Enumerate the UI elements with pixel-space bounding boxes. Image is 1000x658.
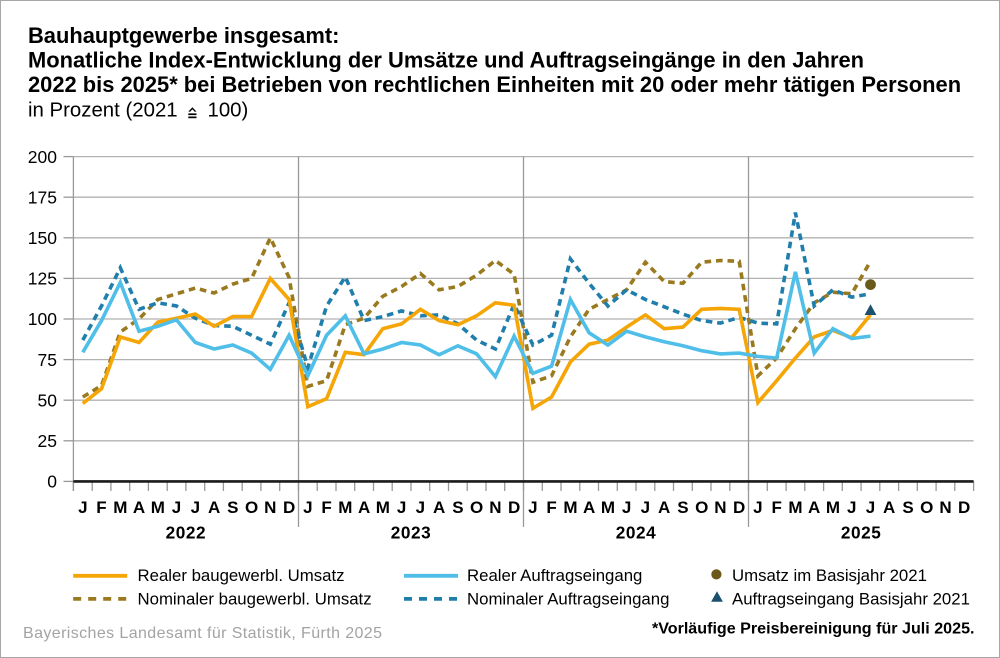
svg-text:2025: 2025	[841, 523, 881, 543]
svg-text:2022 bis 2025* bei Betrieben v: 2022 bis 2025* bei Betrieben von rechtli…	[28, 72, 961, 97]
svg-text:S: S	[902, 498, 913, 517]
svg-text:D: D	[958, 498, 970, 517]
svg-text:2022: 2022	[166, 523, 206, 543]
svg-text:O: O	[245, 498, 258, 517]
svg-text:O: O	[695, 498, 708, 517]
svg-text:S: S	[677, 498, 688, 517]
svg-text:A: A	[883, 498, 895, 517]
svg-text:N: N	[714, 498, 726, 517]
svg-text:M: M	[151, 498, 165, 517]
svg-text:0: 0	[47, 472, 57, 492]
svg-text:Bauhauptgewerbe insgesamt:: Bauhauptgewerbe insgesamt:	[28, 23, 339, 48]
svg-text:2024: 2024	[616, 523, 656, 543]
svg-text:50: 50	[38, 390, 58, 410]
svg-text:S: S	[452, 498, 463, 517]
svg-text:D: D	[508, 498, 520, 517]
svg-text:J: J	[172, 498, 181, 517]
svg-text:J: J	[847, 498, 856, 517]
svg-text:75: 75	[38, 350, 57, 370]
svg-text:Bayerisches Landesamt für Stat: Bayerisches Landesamt für Statistik, Für…	[23, 625, 382, 642]
svg-text:150: 150	[28, 228, 57, 248]
svg-text:200: 200	[28, 147, 57, 167]
svg-text:J: J	[753, 498, 762, 517]
svg-text:O: O	[470, 498, 483, 517]
svg-text:J: J	[397, 498, 406, 517]
svg-text:Monatliche Index-Entwicklung d: Monatliche Index-Entwicklung der Umsätze…	[28, 48, 864, 73]
svg-text:Nominaler Auftragseingang: Nominaler Auftragseingang	[467, 589, 669, 608]
svg-text:D: D	[733, 498, 745, 517]
svg-text:F: F	[321, 498, 331, 517]
svg-text:125: 125	[28, 269, 57, 289]
svg-text:100): 100)	[208, 100, 249, 122]
svg-text:2023: 2023	[391, 523, 431, 543]
svg-text:in Prozent (2021: in Prozent (2021	[28, 100, 178, 122]
svg-text:A: A	[208, 498, 220, 517]
svg-text:F: F	[546, 498, 556, 517]
svg-text:J: J	[641, 498, 650, 517]
svg-text:J: J	[78, 498, 87, 517]
svg-text:25: 25	[38, 431, 57, 451]
svg-text:Auftragseingang Basisjahr 2021: Auftragseingang Basisjahr 2021	[732, 589, 970, 608]
svg-text:N: N	[489, 498, 501, 517]
svg-text:A: A	[433, 498, 445, 517]
svg-text:M: M	[826, 498, 840, 517]
svg-text:J: J	[622, 498, 631, 517]
svg-text:A: A	[358, 498, 370, 517]
svg-text:J: J	[191, 498, 200, 517]
svg-text:N: N	[264, 498, 276, 517]
svg-text:*Vorläufige Preisbereinigung f: *Vorläufige Preisbereinigung für Juli 20…	[652, 620, 975, 638]
svg-text:M: M	[338, 498, 352, 517]
svg-text:O: O	[920, 498, 933, 517]
svg-text:A: A	[133, 498, 145, 517]
svg-text:J: J	[866, 498, 875, 517]
svg-text:J: J	[303, 498, 312, 517]
svg-text:Realer baugewerbl. Umsatz: Realer baugewerbl. Umsatz	[138, 566, 345, 585]
svg-text:J: J	[416, 498, 425, 517]
svg-text:D: D	[283, 498, 295, 517]
svg-text:M: M	[563, 498, 577, 517]
svg-text:J: J	[528, 498, 537, 517]
svg-text:N: N	[939, 498, 951, 517]
svg-text:F: F	[96, 498, 106, 517]
svg-text:M: M	[113, 498, 127, 517]
svg-text:Umsatz im Basisjahr 2021: Umsatz im Basisjahr 2021	[732, 566, 927, 585]
svg-text:A: A	[658, 498, 670, 517]
svg-text:M: M	[788, 498, 802, 517]
svg-text:M: M	[601, 498, 615, 517]
svg-text:Nominaler baugewerbl. Umsatz: Nominaler baugewerbl. Umsatz	[138, 589, 372, 608]
svg-text:M: M	[376, 498, 390, 517]
svg-text:S: S	[227, 498, 238, 517]
svg-text:A: A	[808, 498, 820, 517]
svg-text:F: F	[772, 498, 782, 517]
svg-text:Realer Auftragseingang: Realer Auftragseingang	[467, 566, 642, 585]
svg-text:A: A	[583, 498, 595, 517]
svg-text:100: 100	[28, 309, 57, 329]
svg-text:175: 175	[28, 187, 57, 207]
